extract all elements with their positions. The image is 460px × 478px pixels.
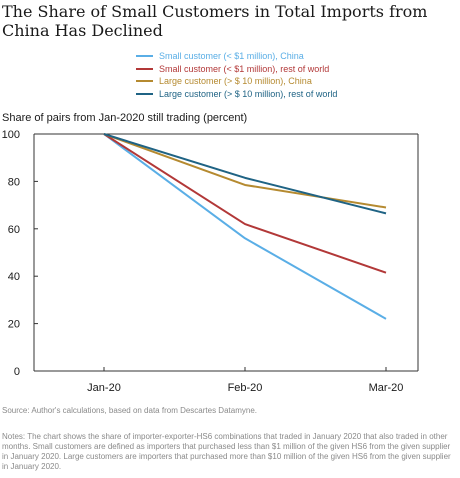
series-line-3: [103, 133, 387, 209]
source-note: Source: Author's calculations, based on …: [2, 406, 257, 415]
legend-label: Small customer (< $1 million), China: [159, 51, 304, 62]
x-tick-label: Mar-20: [369, 382, 404, 394]
series-line-4: [103, 133, 387, 215]
legend-label: Small customer (< $1 million), rest of w…: [159, 63, 330, 74]
y-tick-label: 40: [8, 271, 20, 283]
series-line-1: [103, 133, 387, 320]
x-tick-label: Jan-20: [87, 382, 121, 394]
series-line-2: [103, 133, 387, 274]
legend-swatch: [136, 80, 153, 83]
y-tick-label: 0: [14, 366, 20, 378]
notes-text: Notes: The chart shows the share of impo…: [2, 432, 451, 471]
legend-swatch: [136, 67, 153, 70]
y-tick-label: 80: [8, 176, 20, 188]
y-tick-label: 60: [8, 224, 20, 236]
legend-item-3: Large customer (> $ 10 million), China: [136, 75, 337, 88]
chart-legend: Small customer (< $1 million), China Smal…: [136, 50, 337, 100]
legend-item-4: Large customer (> $ 10 million), rest of…: [136, 88, 337, 101]
legend-swatch: [136, 55, 153, 58]
y-tick-label: 100: [2, 129, 20, 141]
legend-item-2: Small customer (< $1 million), rest of w…: [136, 63, 337, 76]
legend-label: Large customer (> $ 10 million), rest of…: [159, 88, 338, 99]
chart-title: The Share of Small Customers in Total Im…: [2, 2, 428, 40]
x-tick-label: Feb-20: [228, 382, 263, 394]
legend-swatch: [136, 92, 153, 95]
line-chart: 0 20 40 60 80 100 Jan-20 Feb-20 Mar-20: [2, 129, 419, 394]
legend-item-1: Small customer (< $1 million), China: [136, 50, 337, 63]
legend-label: Large customer (> $ 10 million), China: [159, 76, 312, 87]
y-tick-label: 20: [8, 319, 20, 331]
y-axis-label: Share of pairs from Jan-2020 still tradi…: [2, 112, 248, 124]
